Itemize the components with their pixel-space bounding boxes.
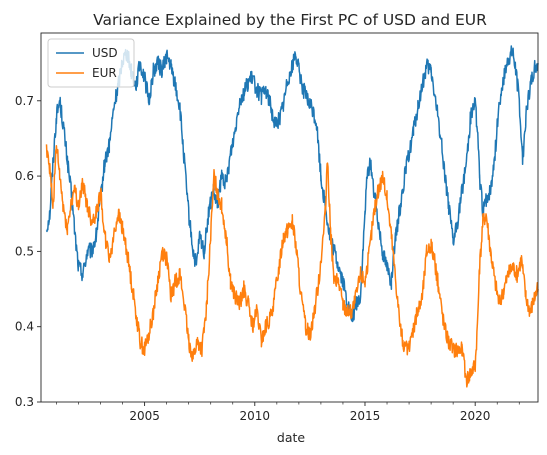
y-axis: 0.3 0.4 0.5 0.6 0.7 (15, 94, 41, 409)
x-tick-label: 2020 (460, 409, 491, 423)
series-line-eur (45, 144, 539, 388)
y-tick-label: 0.6 (15, 169, 34, 183)
y-tick-label: 0.3 (15, 395, 34, 409)
plot-area (45, 45, 539, 388)
legend: USD EUR (47, 38, 135, 88)
y-tick-label: 0.7 (15, 94, 34, 108)
legend-label-usd: USD (92, 46, 118, 60)
y-tick-label: 0.4 (15, 320, 34, 334)
x-tick-label: 2005 (129, 409, 160, 423)
x-tick-label: 2015 (350, 409, 381, 423)
x-tick-label: 2010 (240, 409, 271, 423)
y-tick-label: 0.5 (15, 244, 34, 258)
x-axis: 2005 2010 2015 2020 (56, 402, 520, 423)
legend-box (47, 38, 135, 88)
legend-label-eur: EUR (92, 66, 117, 80)
plot-frame (40, 32, 539, 403)
x-axis-label: date (277, 430, 305, 445)
chart-title: Variance Explained by the First PC of US… (93, 11, 487, 29)
